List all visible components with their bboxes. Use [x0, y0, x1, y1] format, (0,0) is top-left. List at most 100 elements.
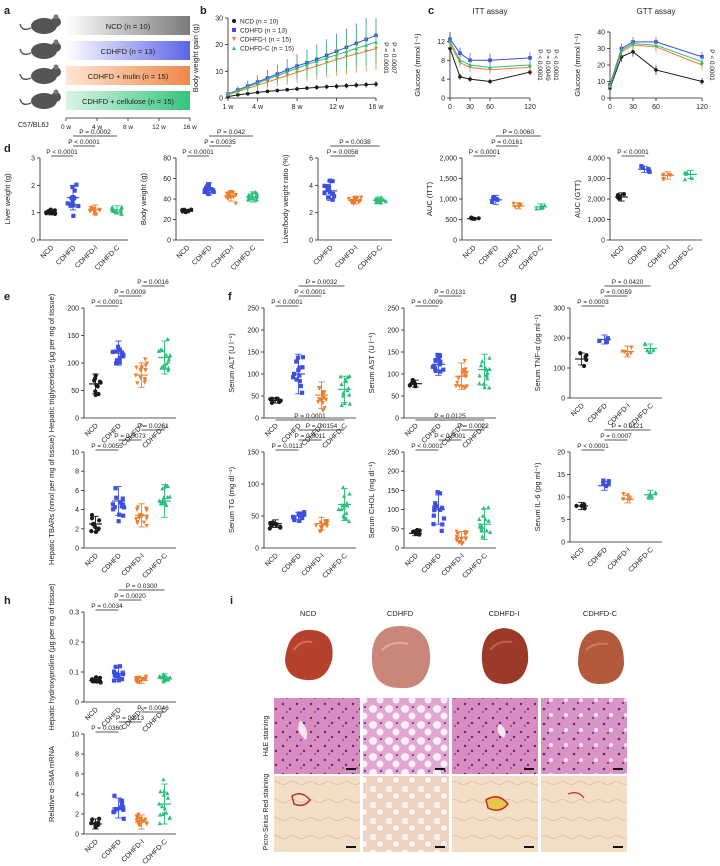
y-axis-label: Hepatic hydroxyproline (μg per mg of tis…	[47, 583, 56, 731]
x-tick-label: NCD	[84, 422, 100, 438]
data-point	[463, 537, 468, 542]
data-point	[511, 201, 516, 206]
data-point	[322, 190, 327, 196]
significance-label: P = 0.0261	[137, 423, 169, 430]
data-point	[482, 385, 487, 390]
data-point	[448, 39, 452, 44]
data-point	[700, 59, 704, 64]
data-point	[142, 378, 148, 383]
data-point	[305, 86, 309, 90]
data-point	[265, 77, 270, 82]
data-point	[324, 397, 329, 402]
y-tick-label: 50	[251, 514, 259, 521]
data-point	[432, 505, 437, 510]
data-point	[321, 390, 327, 395]
x-tick-label: CDHFD-C	[461, 552, 488, 579]
y-tick-label: 150	[67, 333, 79, 340]
data-point	[295, 66, 299, 70]
chart-auc-gtt: 0 1,000 2,000 3,000 4,000 AUC (GTT) NCD CDHFD CD…	[573, 149, 702, 272]
data-point	[347, 392, 352, 397]
y-tick-label: 5	[561, 517, 565, 524]
data-point	[315, 59, 319, 63]
y-tick-label: 2	[309, 210, 313, 217]
data-point	[642, 341, 648, 346]
y-tick-label: 250	[387, 306, 399, 313]
y-tick-label: 0	[309, 238, 313, 245]
data-point	[488, 529, 493, 535]
y-axis-label: Serum IL-6 (pg ml⁻¹)	[533, 462, 542, 531]
data-point	[112, 793, 117, 798]
y-tick-label: 2	[75, 812, 79, 819]
data-point	[143, 817, 148, 822]
legend-label: CDHFD-C (n = 15)	[240, 46, 294, 53]
significance-label: P = 0.0022	[457, 423, 489, 430]
y-tick-label: 2,000	[587, 197, 605, 204]
y-tick-label: 0	[441, 96, 445, 103]
data-point	[114, 495, 119, 500]
significance-label: P = 0.0007	[600, 433, 632, 440]
y-axis-label: Serum ALT (U l⁻¹)	[227, 333, 236, 393]
x-tick-label: CDHFD-C	[627, 546, 654, 573]
significance-label: P < 0.0001	[617, 149, 649, 156]
data-point	[299, 390, 305, 395]
data-point	[651, 347, 656, 352]
y-tick-label: 0	[219, 96, 223, 103]
timeline-tick-label: 0 w	[61, 124, 71, 131]
data-point	[137, 516, 142, 521]
data-point	[338, 374, 343, 379]
data-point	[160, 486, 165, 491]
data-point	[349, 200, 354, 205]
y-axis-label: Serum AST (U l⁻¹)	[367, 332, 376, 393]
data-point	[71, 213, 76, 218]
data-point	[275, 73, 280, 78]
y-tick-label: 6	[75, 772, 79, 779]
x-tick-label: NCD	[610, 244, 626, 260]
x-tick-label: CDHFD	[55, 244, 77, 266]
significance-label: P < 0.0001	[294, 289, 326, 296]
data-point	[487, 385, 492, 390]
x-tick-label: NCD	[404, 552, 420, 568]
data-point	[528, 56, 532, 60]
data-point	[119, 350, 125, 355]
data-point	[534, 206, 539, 211]
data-point	[463, 532, 468, 537]
data-point	[606, 481, 611, 487]
data-point	[313, 523, 319, 528]
data-point	[206, 191, 211, 197]
y-tick-label: 4	[75, 507, 79, 514]
data-point	[158, 812, 163, 817]
data-point	[462, 358, 467, 364]
data-point	[255, 90, 260, 95]
data-point	[165, 790, 170, 796]
data-point	[324, 85, 329, 89]
data-point	[464, 370, 469, 376]
data-point	[118, 208, 123, 213]
x-tick-label: CDHFD	[312, 244, 334, 266]
data-point	[597, 338, 602, 343]
data-point	[156, 348, 161, 353]
series-line	[227, 83, 377, 98]
data-point	[113, 807, 119, 812]
data-point	[141, 520, 147, 525]
data-point	[142, 380, 147, 385]
y-tick-label: 0	[167, 238, 171, 245]
data-point	[433, 368, 438, 374]
data-point	[490, 199, 495, 204]
timeline-tick-label: 12 w	[152, 124, 166, 131]
y-tick-label: 4,000	[587, 156, 605, 163]
significance-label: P = 0.013	[116, 715, 144, 722]
y-tick-label: 200	[247, 328, 259, 335]
data-point	[346, 196, 351, 202]
y-tick-label: 200	[387, 328, 399, 335]
data-point	[168, 352, 173, 358]
y-axis-label: Liver/body weight ratio (%)	[281, 154, 290, 243]
data-point	[488, 79, 492, 84]
x-tick-label: NCD	[264, 552, 280, 568]
data-point	[331, 194, 337, 199]
data-point	[628, 351, 634, 356]
data-point	[164, 361, 169, 366]
data-point	[345, 375, 350, 380]
data-point	[439, 528, 444, 533]
data-point	[285, 87, 290, 92]
